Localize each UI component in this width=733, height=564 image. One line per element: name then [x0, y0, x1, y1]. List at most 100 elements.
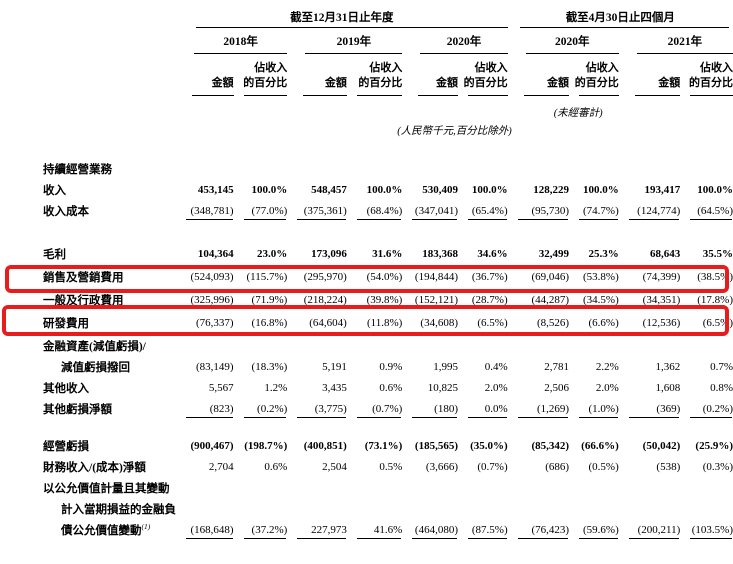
- table-row: 收入成本 (348,781) (77.0%) (375,361) (68.4%) (347…: [40, 200, 733, 221]
- percent-cell: (39.8%): [366, 293, 403, 306]
- percent-cell: (74.7%): [569, 200, 619, 221]
- label-column-spacer: [40, 28, 176, 54]
- amount-cell: 2,504: [322, 460, 347, 473]
- amount-header: 金額: [619, 54, 681, 96]
- percent-cell: (18.3%): [251, 360, 288, 373]
- year-header-row: 2018年 2019年 2020年 2020年 2021年: [40, 28, 733, 54]
- amount-cell: (76,423): [508, 519, 569, 540]
- amount-cell: 183,368: [422, 247, 458, 260]
- percent-cell: 100.0%: [251, 183, 288, 196]
- row-label-text: 債公允價值變動: [61, 524, 142, 537]
- amount-cell: (95,730): [508, 200, 569, 221]
- table-row: 毛利 104,364 23.0% 173,096 31.6% 183,368 34.6% 32…: [40, 243, 733, 264]
- percent-cell: (36.7%): [471, 270, 508, 283]
- amount-cell: (12,536): [642, 316, 681, 329]
- percent-cell: (6.5%): [702, 316, 733, 329]
- percent-cell: [458, 477, 508, 498]
- amount-cell: (218,224): [303, 293, 347, 306]
- amount-cell: (400,851): [303, 439, 347, 452]
- row-label-text: 收入: [43, 184, 66, 197]
- row-label: 收入成本: [40, 200, 176, 221]
- spacer-row: [40, 419, 733, 435]
- percent-cell: [347, 158, 403, 179]
- units-note: (人民幣千元,百分比除外): [397, 126, 512, 137]
- table-body: 持續經營業務 收入 453,145 100.0% 548,457 100.0% 530,40…: [40, 140, 733, 540]
- amount-cell: 193,417: [644, 183, 681, 196]
- amount-header: 金額: [287, 54, 347, 96]
- amount-cell: (50,042): [642, 439, 681, 452]
- table-row: 計入當期損益的金融負: [40, 498, 733, 519]
- amount-cell: 10,825: [427, 381, 458, 394]
- amount-cell: [619, 477, 680, 498]
- percent-cell: (0.2%): [234, 398, 287, 419]
- amount-header: 金額: [402, 54, 458, 96]
- amount-cell: (194,844): [414, 270, 458, 283]
- percent-cell: 34.6%: [477, 247, 508, 260]
- row-label-text: 其他收入: [43, 382, 89, 395]
- row-label: 銷售及營銷費用: [40, 264, 176, 289]
- unaudited-note: (未經審計): [553, 108, 603, 119]
- row-label: 財務收入/(成本)淨額: [40, 456, 176, 477]
- amount-cell: 530,409: [422, 183, 458, 196]
- percent-cell: (34.5%): [583, 293, 619, 306]
- percent-cell: 0.8%: [710, 381, 733, 394]
- footnote-ref: (1): [141, 521, 151, 531]
- amount-cell: 227,973: [287, 519, 347, 540]
- amount-cell: (295,970): [303, 270, 347, 283]
- amount-cell: [287, 158, 347, 179]
- amount-cell: 3,435: [322, 381, 347, 394]
- col-group-year-ended-dec31: 截至12月31日止年度: [176, 6, 508, 28]
- percent-cell: 1.2%: [264, 381, 288, 394]
- amount-cell: 2,506: [544, 381, 570, 394]
- percent-cell: (17.8%): [697, 293, 733, 306]
- amount-cell: (375,361): [287, 200, 347, 221]
- amount-cell: (8,526): [536, 316, 570, 329]
- percent-cell: 23.0%: [257, 247, 288, 260]
- amount-cell: (74,399): [642, 270, 681, 283]
- amount-cell: 1,362: [655, 360, 681, 373]
- amount-cell: (185,565): [414, 439, 458, 452]
- amount-cell: (524,093): [190, 270, 234, 283]
- amount-cell: [176, 158, 234, 179]
- percent-cell: [458, 335, 508, 356]
- table-row: 其他虧損淨額 (823) (0.2%) (3,775) (0.7%) (180) 0.0%(…: [40, 398, 733, 419]
- percent-cell: 0.4%: [484, 360, 508, 373]
- pct-of-revenue-header: 佔收入 的百分比: [680, 54, 733, 96]
- amount-cell: (34,351): [642, 293, 681, 306]
- amount-cell: (325,996): [190, 293, 234, 306]
- percent-cell: (6.5%): [477, 316, 508, 329]
- subheader-row: 金額 佔收入 的百分比 金額 佔收入 的百分比 金額 佔收入 的百分比 金額 佔…: [40, 54, 733, 96]
- pct-of-revenue-header: 佔收入 的百分比: [569, 54, 619, 96]
- row-label-text: 計入當期損益的金融負: [61, 503, 176, 516]
- amount-cell: 548,457: [311, 183, 347, 196]
- percent-cell: (37.2%): [234, 519, 287, 540]
- amount-cell: [402, 158, 458, 179]
- percent-cell: [234, 477, 288, 498]
- amount-cell: [176, 477, 234, 498]
- row-label-text: 持續經營業務: [43, 163, 112, 176]
- amount-cell: (823): [176, 398, 234, 419]
- unaudited-row: (未經審計): [40, 96, 733, 120]
- row-label: 經營虧損: [40, 435, 176, 456]
- percent-cell: 0.7%: [710, 360, 733, 373]
- row-label: 減值虧損撥回: [40, 356, 176, 377]
- percent-cell: (6.6%): [588, 316, 619, 329]
- row-label-text: 銷售及營銷費用: [43, 271, 124, 284]
- percent-cell: [569, 158, 619, 179]
- row-label: 一般及行政費用: [40, 289, 176, 310]
- percent-cell: [234, 158, 288, 179]
- pct-of-revenue-header: 佔收入 的百分比: [234, 54, 287, 96]
- amount-cell: [402, 498, 458, 519]
- row-label-text: 一般及行政費用: [43, 294, 124, 307]
- row-label: 收入: [40, 179, 176, 200]
- table-row: 一般及行政費用 (325,996) (71.9%) (218,224) (39.8%) (…: [40, 289, 733, 310]
- percent-cell: [680, 477, 733, 498]
- row-label: 其他虧損淨額: [40, 398, 176, 419]
- row-label-text: 研發費用: [43, 317, 89, 330]
- amount-cell: (3,666): [425, 460, 458, 473]
- percent-cell: (38.5%): [697, 270, 733, 283]
- amount-cell: (83,149): [196, 360, 234, 373]
- amount-cell: (168,648): [176, 519, 234, 540]
- amount-cell: 68,643: [649, 247, 681, 260]
